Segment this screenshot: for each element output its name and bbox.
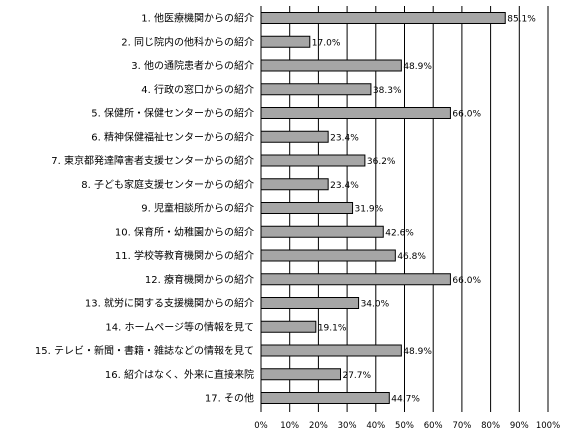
value-label: 19.1%	[318, 323, 347, 333]
bar	[260, 225, 384, 238]
bar	[260, 392, 390, 404]
category-label: 17. その他	[205, 392, 254, 405]
bar	[260, 344, 402, 357]
category-labels: 1. 他医療機関からの紹介 2. 同じ院内の他科からの紹介 3. 他の通院患者からの…	[35, 12, 254, 405]
bar	[260, 297, 360, 309]
bar	[260, 154, 366, 167]
bar	[260, 249, 396, 262]
x-tick-label: 10%	[280, 421, 299, 431]
category-label: 1. 他医療機関からの紹介	[141, 12, 254, 25]
category-label: 7. 東京都発達障害者支援センターからの紹介	[51, 154, 254, 167]
x-tick-label: 40%	[366, 421, 385, 431]
bar	[260, 273, 451, 286]
x-tick-label: 70%	[452, 421, 471, 431]
category-label: 16. 紹介はなく、外来に直接来院	[105, 368, 254, 381]
value-label: 44.7%	[391, 395, 420, 405]
x-tick-label: 60%	[424, 421, 443, 431]
category-label: 10. 保育所・幼稚園からの紹介	[115, 225, 254, 238]
category-label: 12. 療育機関からの紹介	[145, 273, 254, 286]
value-label: 23.4%	[330, 181, 359, 191]
bar	[260, 320, 317, 333]
bar	[260, 368, 341, 381]
x-tick-label: 0%	[254, 421, 268, 431]
bar	[260, 107, 451, 119]
value-label: 34.0%	[361, 300, 390, 310]
value-label: 27.7%	[342, 371, 371, 381]
value-label: 66.0%	[452, 110, 481, 120]
category-label: 9. 児童相談所からの紹介	[141, 202, 254, 215]
x-tick-label: 20%	[309, 421, 328, 431]
value-label: 42.6%	[385, 228, 414, 238]
value-label: 48.9%	[403, 347, 432, 357]
x-tick-labels: 0% 10% 20% 30% 40% 50% 60% 70% 80% 90% 100%	[254, 421, 560, 431]
x-tick-label: 30%	[338, 421, 357, 431]
category-label: 6. 精神保健福祉センターからの紹介	[91, 130, 254, 143]
bars	[260, 12, 506, 404]
x-tick-label: 100%	[536, 421, 560, 431]
bar	[260, 59, 402, 72]
category-label: 5. 保健所・保健センターからの紹介	[91, 107, 254, 120]
value-label: 46.8%	[397, 252, 426, 262]
value-label: 48.9%	[403, 62, 432, 72]
category-label: 3. 他の通院患者からの紹介	[131, 59, 254, 72]
x-tick-label: 80%	[481, 421, 500, 431]
category-label: 11. 学校等教育機関からの紹介	[115, 249, 254, 262]
bar	[260, 12, 506, 24]
category-label: 15. テレビ・新聞・書籍・雑誌などの情報を見て	[35, 344, 254, 357]
value-label: 36.2%	[367, 157, 396, 167]
category-label: 14. ホームページ等の情報を見て	[105, 320, 254, 333]
bar	[260, 202, 354, 214]
x-tick-label: 50%	[395, 421, 414, 431]
category-label: 2. 同じ院内の他科からの紹介	[121, 35, 254, 48]
bar	[260, 178, 329, 191]
value-label: 38.3%	[373, 86, 402, 96]
bar	[260, 83, 372, 96]
bar	[260, 35, 311, 48]
x-tick-label: 90%	[510, 421, 529, 431]
value-label: 23.4%	[330, 133, 359, 143]
category-label: 4. 行政の窓口からの紹介	[141, 83, 254, 96]
bar	[260, 130, 329, 143]
value-label: 85.1%	[507, 15, 536, 25]
value-label: 17.0%	[312, 38, 341, 48]
category-label: 13. 就労に関する支援機関からの紹介	[85, 297, 254, 310]
value-label: 66.0%	[452, 276, 481, 286]
grid-lines	[289, 6, 549, 412]
value-label: 31.9%	[355, 205, 384, 215]
value-labels: 85.1% 17.0% 48.9% 38.3% 66.0% 23.4% 36.2% 23.4%…	[312, 15, 536, 405]
category-label: 8. 子ども家庭支援センターからの紹介	[81, 178, 254, 191]
